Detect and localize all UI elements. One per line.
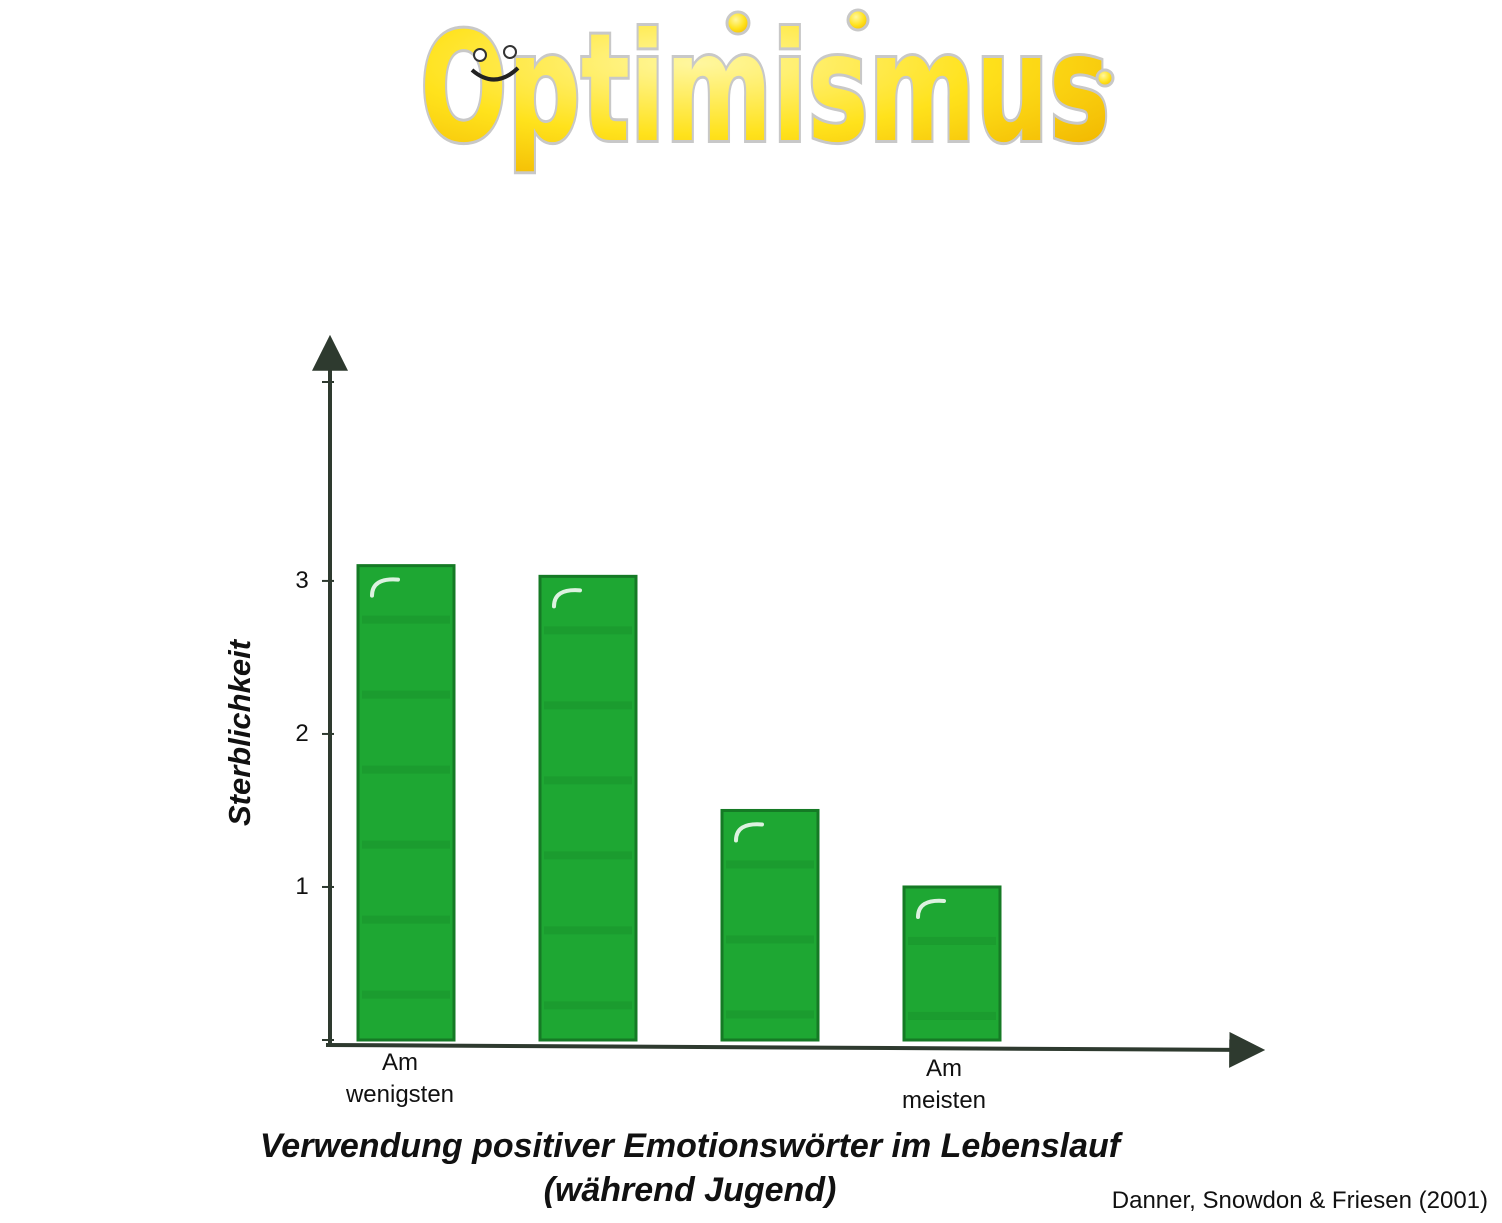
x-category-label: Am wenigsten bbox=[345, 1049, 455, 1108]
x-axis bbox=[325, 1031, 1266, 1068]
smiley-face-icon bbox=[470, 8, 1115, 88]
x-axis-label-line: (während Jugend) bbox=[543, 1171, 837, 1209]
x-axis-label: Verwendung positiver Emotionswörter im L… bbox=[190, 1124, 1190, 1212]
source-citation: Danner, Snowdon & Friesen (2001) bbox=[1111, 1187, 1488, 1214]
x-category-label: Am meisten bbox=[901, 1055, 987, 1114]
svg-text:Optimismus: Optimismus bbox=[420, 2, 1110, 176]
y-tick-label: 2 bbox=[295, 719, 309, 747]
optimismus-logo: Optimismus bbox=[417, 0, 1115, 179]
bar bbox=[902, 885, 1002, 1042]
bar bbox=[538, 574, 638, 1042]
x-axis-label-line: Verwendung positiver Emotionswörter im L… bbox=[259, 1127, 1121, 1165]
y-axis-label: Sterblichkeit bbox=[222, 639, 257, 827]
y-tick-label: 3 bbox=[295, 566, 309, 594]
bar bbox=[356, 564, 456, 1042]
bar bbox=[720, 808, 820, 1042]
y-tick-label: 1 bbox=[295, 872, 309, 900]
